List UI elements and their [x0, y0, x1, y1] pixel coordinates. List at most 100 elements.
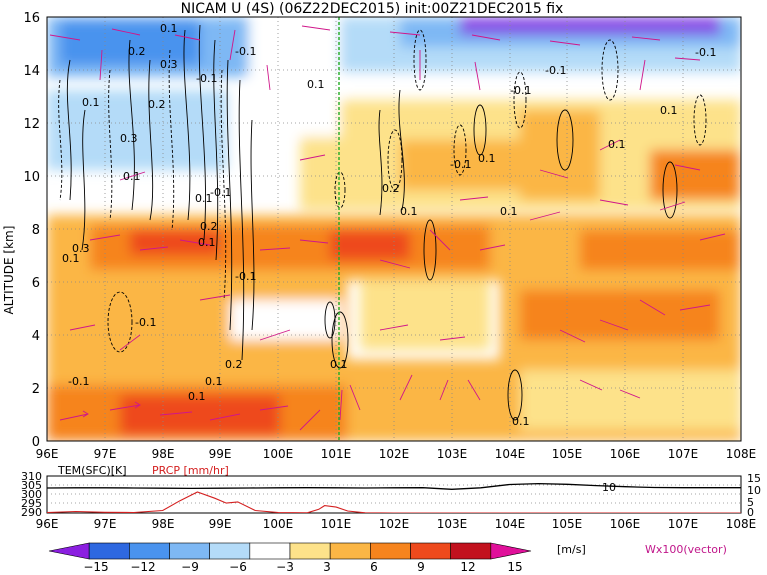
sub-x-axis: 96E 97E 98E 99E 100E 101E 102E 103E 104E… — [36, 517, 757, 531]
right-tick-label: 10 — [747, 484, 761, 497]
x-tick-label: 101E — [321, 447, 352, 461]
colorbar-label: 3 — [323, 560, 331, 574]
colorbar-unit: [m/s] — [557, 543, 586, 556]
colorbar-cell — [329, 542, 371, 560]
contour-label: 0.1 — [307, 78, 325, 91]
y-tick-label: 8 — [32, 223, 40, 238]
contour-label: 0.3 — [72, 242, 90, 255]
colorbar-label: −3 — [276, 560, 294, 574]
contour-label: 0.2 — [200, 220, 218, 233]
vertical-velocity-contours — [66, 24, 678, 421]
sub-x-tick-label: 102E — [379, 517, 410, 531]
contour-label: -0.1 — [695, 46, 716, 59]
sub-x-tick-label: 101E — [321, 517, 352, 531]
x-tick-label: 98E — [152, 447, 175, 461]
negative-contours — [58, 29, 707, 353]
x-tick-label: 104E — [495, 447, 526, 461]
contour-label: 0.2 — [225, 358, 243, 371]
contour-label: 0.1 — [608, 138, 626, 151]
x-tick-label: 99E — [209, 447, 232, 461]
contour-label: -0.1 — [135, 316, 156, 329]
main-x-axis: 96E 97E 98E 99E 100E 101E 102E 103E 104E… — [36, 447, 757, 461]
colorbar-cell — [48, 542, 90, 560]
contour-label: 0.2 — [148, 98, 166, 111]
contour-label: 0.1 — [500, 205, 518, 218]
contour-annotation: 10 — [602, 481, 616, 494]
left-tick-label: 310 — [21, 470, 42, 483]
sub-x-tick-label: 96E — [36, 517, 59, 531]
contour-label: -0.1 — [235, 270, 256, 283]
contour-label: 0.3 — [160, 58, 178, 71]
contour-label: -0.1 — [235, 45, 256, 58]
sub-x-tick-label: 98E — [152, 517, 175, 531]
main-plot-frame — [46, 16, 742, 442]
y-tick-label: 10 — [23, 170, 40, 185]
contour-label: -0.1 — [68, 375, 89, 388]
contour-label: 0.1 — [478, 152, 496, 165]
main-y-axis: 0 2 4 6 8 10 12 14 16 ALTITUDE [km] — [2, 11, 40, 450]
contour-label: 0.1 — [160, 22, 178, 35]
colorbar-cell — [88, 542, 130, 560]
sub-left-axis: 310 305 300 295 290 — [21, 470, 42, 519]
x-tick-label: 103E — [437, 447, 468, 461]
y-tick-label: 4 — [32, 329, 40, 344]
contour-label: -0.1 — [545, 64, 566, 77]
colorbar-cell — [129, 542, 170, 560]
contour-label: 0.1 — [62, 252, 80, 265]
contour-label: 0.1 — [195, 192, 213, 205]
contour-label: 0.1 — [123, 170, 141, 183]
colorbar-label: 15 — [507, 560, 522, 574]
y-tick-label: 16 — [23, 11, 40, 26]
colorbar-label: −15 — [83, 560, 108, 574]
colorbar-label: 6 — [370, 560, 378, 574]
colorbar-cell — [450, 542, 492, 560]
x-tick-label: 107E — [668, 447, 699, 461]
contour-label: 0.1 — [512, 415, 530, 428]
colorbar-cell — [209, 542, 251, 560]
contour-label: 0.1 — [82, 96, 100, 109]
right-tick-label: 5 — [747, 496, 754, 509]
sub-x-tick-label: 108E — [726, 517, 757, 531]
contour-label: 0.1 — [660, 104, 678, 117]
left-tick-label: 300 — [21, 488, 42, 501]
colorbar-cell — [490, 542, 532, 560]
x-tick-label: 100E — [263, 447, 294, 461]
sub-x-tick-label: 104E — [495, 517, 526, 531]
colorbar-labels: −15 −12 −9 −6 −3 3 6 9 12 15 — [83, 560, 522, 574]
sub-x-tick-label: 97E — [94, 517, 117, 531]
sub-x-tick-label: 107E — [668, 517, 699, 531]
colorbar-cell — [289, 542, 331, 560]
colorbar-cell — [370, 542, 411, 560]
precipitation-series-line — [47, 491, 741, 513]
temperature-axis-title: TEM(SFC)[K] — [57, 464, 127, 477]
colorbar-label: −12 — [130, 560, 155, 574]
colorbar-cell — [169, 542, 210, 560]
x-tick-label: 97E — [94, 447, 117, 461]
sub-x-tick-label: 99E — [209, 517, 232, 531]
sub-x-tick-label: 100E — [263, 517, 294, 531]
precip-axis-title: PRCP [mm/hr] — [152, 464, 229, 477]
left-tick-label: 295 — [21, 497, 42, 510]
sub-x-tick-label: 106E — [610, 517, 641, 531]
x-tick-label: 106E — [610, 447, 641, 461]
colorbar-label: −6 — [229, 560, 247, 574]
y-tick-label: 12 — [23, 117, 40, 132]
contour-label: -0.1 — [510, 84, 531, 97]
contour-label: 0.3 — [120, 132, 138, 145]
contour-label: 0.1 — [198, 236, 216, 249]
colorbar-label: −9 — [181, 560, 199, 574]
y-tick-label: 14 — [23, 64, 40, 79]
contour-label: -0.1 — [450, 158, 471, 171]
contour-label: 0.1 — [400, 205, 418, 218]
contour-label: -0.1 — [210, 186, 231, 199]
temperature-series-line — [47, 482, 741, 490]
x-tick-label: 102E — [379, 447, 410, 461]
x-tick-label: 108E — [726, 447, 757, 461]
y-axis-label: ALTITUDE [km] — [2, 226, 16, 315]
contour-label: 0.2 — [382, 182, 400, 195]
sub-right-axis: 15 10 5 0 — [747, 472, 761, 519]
main-grid — [47, 17, 741, 441]
surface-panel: TEM(SFC)[K] PRCP [mm/hr] 10 310 305 300 … — [21, 464, 761, 531]
wind-vectors — [49, 25, 726, 431]
